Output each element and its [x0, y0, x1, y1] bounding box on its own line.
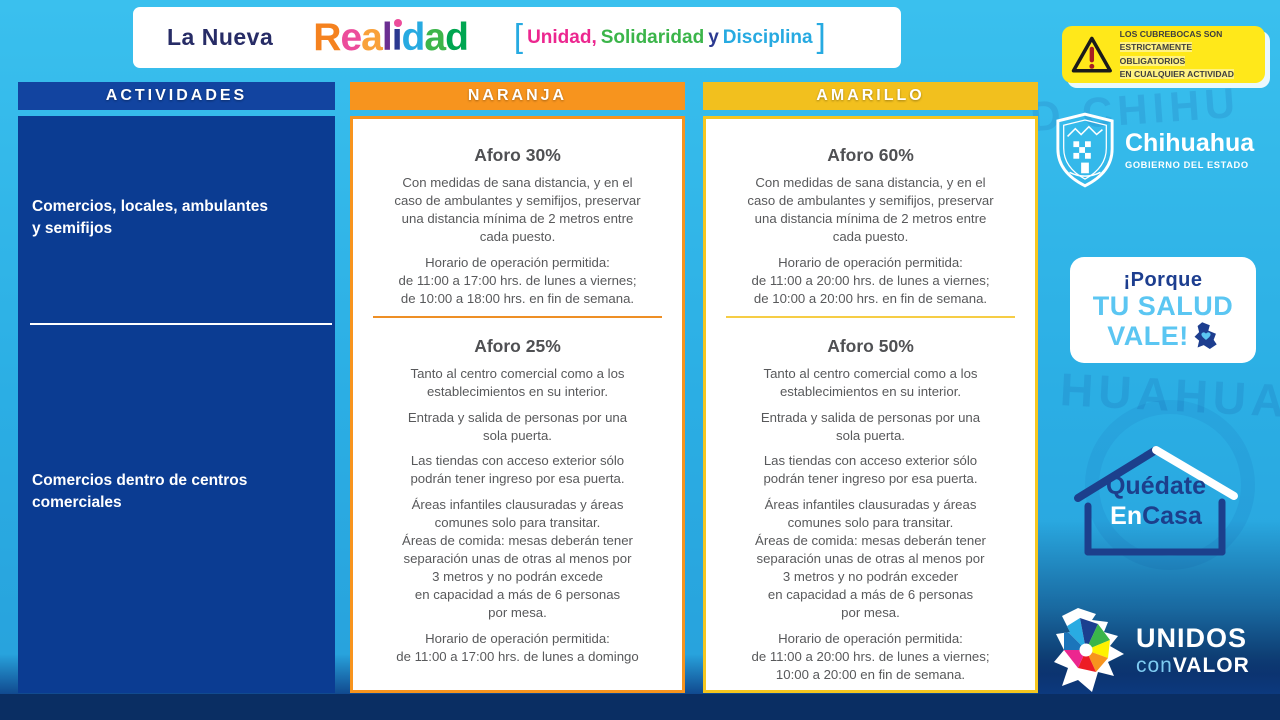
- brand-letter: e: [340, 15, 362, 59]
- brand-bar: La Nueva R e a l i d a d [ Unidad, Solid…: [133, 7, 901, 68]
- cell-divider: [373, 315, 662, 318]
- slogan-solidaridad: Solidaridad: [600, 26, 705, 48]
- column-header-amarillo: AMARILLO: [703, 82, 1038, 110]
- aforo-heading: Aforo 50%: [827, 335, 914, 356]
- aforo-heading: Aforo 25%: [474, 335, 561, 356]
- slogan-disciplina: Disciplina: [722, 26, 813, 48]
- slogan-y: y: [708, 26, 719, 48]
- warning-text: LOS CUBREBOCAS SON ESTRICTAMENTE OBLIGAT…: [1119, 28, 1259, 81]
- rule-paragraph: Con medidas de sana distancia, y en el c…: [394, 175, 641, 244]
- naranja-rules-panel: Aforo 30% Con medidas de sana distancia,…: [350, 116, 685, 693]
- quedate-en-casa-badge: Quédate EnCasa: [1070, 440, 1242, 562]
- column-header-actividades: ACTIVIDADES: [18, 82, 335, 110]
- activity-row-label: Comercios dentro de centros comerciales: [32, 472, 248, 512]
- unidos-line: UNIDOS: [1136, 623, 1248, 654]
- naranja-cell-comercios: Aforo 30% Con medidas de sana distancia,…: [361, 145, 674, 308]
- rule-paragraph: Con medidas de sana distancia, y en el c…: [747, 175, 994, 244]
- unidos-wordmark: UNIDOS conVALOR: [1136, 623, 1250, 678]
- unidos-con-valor-logo: UNIDOS conVALOR: [1050, 606, 1278, 696]
- rule-paragraph: Las tiendas con acceso exterior sólo pod…: [410, 453, 625, 487]
- rule-paragraph: Horario de operación permitida: de 11:00…: [751, 254, 990, 306]
- warning-line: LOS CUBREBOCAS SON: [1119, 28, 1223, 39]
- rule-paragraph: Horario de operación permitida: de 11:00…: [398, 254, 637, 306]
- gov-subtitle: GOBIERNO DEL ESTADO: [1125, 159, 1249, 170]
- brand-letter: d: [401, 15, 426, 59]
- facemask-warning-box: LOS CUBREBOCAS SON ESTRICTAMENTE OBLIGAT…: [1062, 26, 1265, 83]
- tu-salud-vale-badge: ¡Porque TU SALUD VALE!: [1070, 257, 1256, 363]
- close-bracket: ]: [816, 17, 826, 54]
- rule-paragraph: Horario de operación permitida: de 11:00…: [751, 631, 990, 682]
- activities-panel: Comercios, locales, ambulantes y semifij…: [18, 116, 335, 693]
- chihuahua-gov-logo: Chihuahua GOBIERNO DEL ESTADO: [1054, 112, 1274, 188]
- aforo-heading: Aforo 60%: [827, 145, 914, 165]
- cell-divider: [726, 315, 1015, 318]
- brand-letter: a: [424, 15, 446, 59]
- state-heart-icon: [1194, 321, 1217, 349]
- salud-line: TU SALUD: [1092, 291, 1234, 322]
- activity-row-label: Comercios, locales, ambulantes y semifij…: [32, 198, 269, 238]
- convalor-line: conVALOR: [1136, 654, 1250, 678]
- row-divider: [30, 323, 332, 325]
- aforo-heading: Aforo 30%: [474, 145, 561, 165]
- brand-prefix: La Nueva: [167, 24, 274, 50]
- salud-line: ¡Porque: [1123, 269, 1203, 292]
- brand-letter: R: [313, 15, 341, 59]
- rule-paragraph: Horario de operación permitida: de 11:00…: [396, 631, 639, 665]
- salud-line: VALE!: [1107, 321, 1219, 351]
- brand-letter: l: [381, 15, 393, 59]
- amarillo-rules-panel: Aforo 60% Con medidas de sana distancia,…: [703, 116, 1038, 693]
- brand-wordmark: R e a l i d a d: [313, 15, 469, 60]
- house-icon: [1074, 446, 1238, 556]
- rule-paragraph: Entrada y salida de personas por una sol…: [760, 409, 981, 443]
- open-bracket: [: [513, 17, 524, 54]
- brand-letter: i: [391, 15, 403, 59]
- gov-wordmark: Chihuahua GOBIERNO DEL ESTADO: [1125, 130, 1254, 170]
- quedate-line: Quédate: [1105, 472, 1207, 500]
- rule-paragraph: Entrada y salida de personas por una sol…: [407, 409, 628, 443]
- rule-paragraph: Tanto al centro comercial como a los est…: [410, 365, 625, 399]
- rule-paragraph: Tanto al centro comercial como a los est…: [763, 365, 978, 399]
- brand-letter: a: [361, 15, 383, 59]
- warning-line: ESTRICTAMENTE OBLIGATORIOS: [1119, 42, 1193, 66]
- warning-line: EN CUALQUIER ACTIVIDAD: [1119, 68, 1234, 79]
- brand-letter: d: [445, 15, 469, 59]
- encasa-line: EnCasa: [1110, 502, 1202, 530]
- rule-paragraph: Las tiendas con acceso exterior sólo pod…: [763, 453, 978, 487]
- column-header-naranja: NARANJA: [350, 82, 685, 110]
- slogan: [ Unidad, Solidaridad y Disciplina ]: [513, 17, 826, 54]
- warning-triangle-icon: [1071, 36, 1112, 72]
- amarillo-cell-comercios: Aforo 60% Con medidas de sana distancia,…: [714, 145, 1027, 308]
- naranja-cell-centros: Aforo 25% Tanto al centro comercial como…: [361, 336, 674, 666]
- state-pinwheel-icon: [1054, 608, 1124, 692]
- rule-paragraph: Áreas infantiles clausuradas y áreas com…: [402, 497, 633, 621]
- bottom-navy-band: [0, 694, 1280, 720]
- amarillo-cell-centros: Aforo 50% Tanto al centro comercial como…: [714, 336, 1027, 684]
- slogan-unidad: Unidad,: [527, 26, 597, 48]
- gov-name: Chihuahua: [1125, 129, 1255, 158]
- state-shield-icon: [1056, 112, 1114, 188]
- rule-paragraph: Áreas infantiles clausuradas y áreas com…: [755, 497, 986, 621]
